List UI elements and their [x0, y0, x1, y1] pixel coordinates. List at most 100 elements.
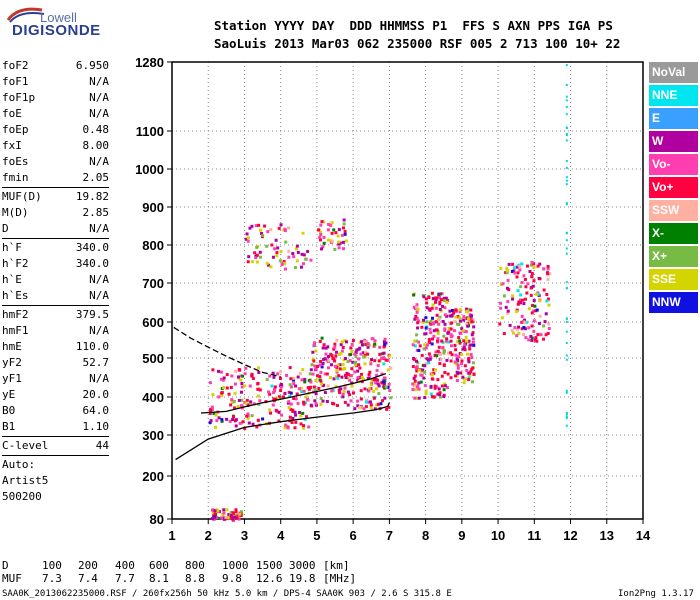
- echo-point: [322, 357, 326, 361]
- echo-point: [546, 267, 550, 271]
- echo-point: [565, 203, 568, 206]
- echo-point: [384, 385, 388, 389]
- echo-point: [294, 413, 298, 417]
- param-row: C-level 44: [2, 438, 109, 454]
- echo-point: [244, 237, 248, 241]
- echo-point: [318, 339, 322, 343]
- echo-point: [273, 397, 277, 401]
- echo-point: [238, 421, 242, 425]
- echo-point: [389, 396, 393, 400]
- echo-point: [299, 265, 303, 269]
- echo-point: [257, 402, 261, 406]
- separator-line: [2, 455, 109, 456]
- echo-point: [255, 425, 259, 429]
- param-name: foF1: [2, 75, 29, 88]
- echo-point: [529, 293, 533, 297]
- echo-point: [369, 405, 373, 409]
- echo-point: [339, 343, 343, 347]
- echo-point: [526, 282, 530, 286]
- echo-point: [421, 320, 425, 324]
- echo-point: [319, 379, 323, 383]
- echo-point: [389, 366, 393, 370]
- echo-point: [333, 247, 337, 251]
- echo-point: [442, 334, 446, 338]
- echo-point: [430, 377, 434, 381]
- echo-point: [278, 259, 282, 263]
- param-row: h`F 340.0: [2, 240, 109, 256]
- echo-point: [458, 316, 462, 320]
- echo-point: [217, 395, 221, 399]
- echo-point: [233, 391, 237, 395]
- echo-point: [239, 510, 243, 514]
- echo-point: [317, 386, 321, 390]
- echo-point: [299, 414, 303, 418]
- echo-point: [335, 404, 339, 408]
- echo-point: [330, 221, 334, 225]
- echo-point: [456, 363, 460, 367]
- echo-point: [208, 421, 212, 425]
- echo-point: [428, 327, 432, 331]
- echo-point: [283, 391, 287, 395]
- echo-point: [329, 223, 333, 227]
- echo-point: [294, 384, 298, 388]
- echo-point: [530, 272, 534, 276]
- echo-point: [288, 415, 292, 419]
- echo-point: [302, 262, 306, 266]
- echo-point: [302, 389, 306, 393]
- echo-point: [432, 368, 436, 372]
- x-tick-label: 10: [491, 528, 505, 543]
- echo-point: [211, 368, 215, 372]
- echo-point: [459, 331, 463, 335]
- echo-point: [222, 508, 226, 512]
- echo-point: [440, 339, 444, 343]
- echo-point: [471, 340, 475, 344]
- echo-point: [382, 382, 386, 386]
- echo-point: [374, 381, 378, 385]
- echo-point: [245, 414, 249, 418]
- echo-point: [435, 328, 439, 332]
- echo-point: [520, 314, 524, 318]
- echo-point: [238, 512, 242, 516]
- echo-point: [363, 362, 367, 366]
- param-name: fxI: [2, 139, 22, 152]
- echo-point: [350, 367, 354, 371]
- x-tick-label: 9: [458, 528, 465, 543]
- param-value: 2.85: [82, 206, 110, 219]
- echo-point: [296, 375, 300, 379]
- echo-point: [446, 351, 450, 355]
- echo-point: [346, 360, 350, 364]
- echo-point: [415, 333, 419, 337]
- param-value: N/A: [89, 222, 109, 235]
- echo-point: [382, 380, 386, 384]
- x-tick-label: 14: [636, 528, 651, 543]
- echo-point: [425, 301, 429, 305]
- echo-point: [427, 307, 431, 311]
- echo-point: [565, 252, 568, 255]
- echo-point: [219, 370, 223, 374]
- echo-point: [518, 264, 522, 268]
- echo-point: [423, 364, 427, 368]
- echo-point: [443, 384, 447, 388]
- echo-point: [501, 282, 505, 286]
- echo-point: [443, 306, 447, 310]
- echo-point: [377, 359, 381, 363]
- echo-point: [470, 380, 474, 384]
- echo-point: [422, 376, 426, 380]
- header-values: SaoLuis 2013 Mar03 062 235000 RSF 005 2 …: [214, 36, 621, 51]
- echo-point: [277, 395, 281, 399]
- scaling-cell: 3000: [289, 559, 316, 572]
- echo-point: [295, 392, 299, 396]
- echo-point: [538, 299, 542, 303]
- param-row: foEp 0.48: [2, 122, 109, 138]
- legend-item: NNE: [649, 85, 698, 106]
- echo-point: [536, 264, 540, 268]
- param-row: hmE 110.0: [2, 339, 109, 355]
- echo-point: [323, 357, 327, 361]
- param-value: 64.0: [82, 404, 110, 417]
- echo-point: [271, 371, 275, 375]
- echo-point: [319, 396, 323, 400]
- echo-point: [542, 324, 546, 328]
- echo-point: [522, 274, 526, 278]
- echo-point: [413, 381, 417, 385]
- echo-point: [429, 384, 433, 388]
